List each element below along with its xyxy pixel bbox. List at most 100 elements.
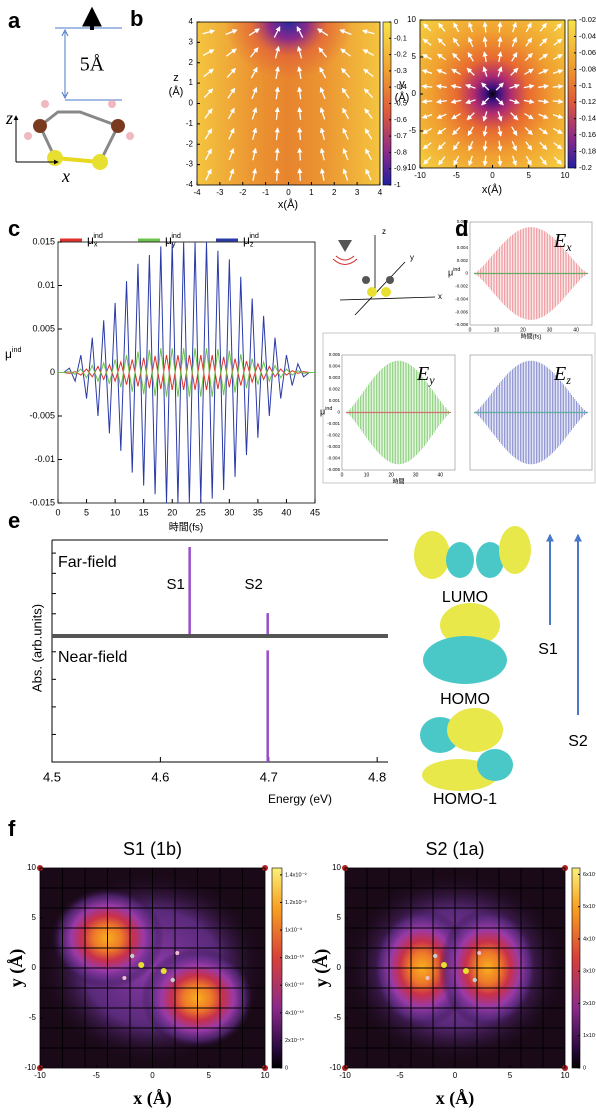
field-arrow (202, 49, 215, 56)
field-arrow (436, 69, 447, 75)
colorbar-tick-label: -0.14 (579, 114, 596, 123)
field-arrow (228, 168, 235, 181)
colorbar-tick-label: 1.4x10⁻⁹ (285, 871, 307, 878)
y-tick-label: 0 (337, 963, 342, 972)
lobe (499, 526, 531, 574)
atom (472, 977, 477, 983)
carbon (33, 119, 47, 133)
field-arrow (482, 36, 488, 48)
y-tick-label: 0 (412, 89, 417, 98)
atom (130, 953, 135, 959)
field-arrow (450, 98, 462, 105)
field-arrow (227, 87, 236, 99)
colorbar-tick-label: -0.2 (579, 163, 592, 172)
colorbar-tick-label: 1x10⁻⁹ (285, 927, 302, 934)
field-arrow (450, 83, 462, 90)
atom (463, 968, 469, 974)
field-arrow (466, 67, 475, 76)
y-axis-label: μind (320, 406, 332, 417)
colorbar-tick-label: -0.4 (394, 82, 407, 91)
x-tick-label: 10 (261, 1071, 270, 1080)
field-arrow (297, 127, 303, 141)
colorbar-tick-label: -0.18 (579, 147, 596, 156)
field-arrow (319, 107, 326, 120)
colorbar-tick-label: 0 (583, 1065, 586, 1071)
panel-title: Near-field (58, 649, 127, 666)
base: μ (448, 268, 453, 278)
superscript: ind (12, 345, 22, 354)
subscript: x (94, 240, 98, 249)
field-arrow (226, 67, 236, 78)
orbital-label: HOMO (440, 691, 490, 708)
field-arrow (553, 156, 562, 165)
field-arrow (437, 38, 446, 47)
sulfur (47, 150, 63, 166)
field-arrow (452, 52, 461, 61)
atom (381, 287, 391, 297)
legend-label: μxind (87, 231, 103, 248)
x-tick-label: 1 (309, 188, 314, 197)
map-title: S2 (1a) (425, 839, 484, 859)
field-arrow (539, 156, 547, 166)
legend-label: μzind (243, 231, 259, 248)
colorbar-tick-label: 0 (394, 17, 398, 26)
field-arrow (468, 21, 474, 33)
y-tick-label: -2 (186, 139, 194, 148)
y-tick-label: -10 (329, 1063, 341, 1072)
panel-title: Ex (553, 230, 572, 254)
y-tick-label: 0.004 (457, 245, 469, 250)
field-arrow (511, 126, 518, 137)
hydrogen (126, 132, 134, 140)
x-tick-label: -5 (93, 1071, 101, 1080)
field-arrow (319, 147, 325, 161)
field-arrow (274, 86, 280, 100)
x-axis-label: Energy (eV) (268, 792, 332, 806)
field-arrow (452, 37, 460, 47)
atom (160, 968, 167, 974)
x-tick-label: 0 (55, 507, 60, 517)
field-arrow (438, 156, 446, 166)
field-arrow (451, 68, 461, 75)
y-tick-label: 0 (465, 271, 468, 276)
field-arrow (274, 45, 281, 59)
field-arrow (422, 142, 432, 150)
x-tick-label: 4.5 (43, 769, 61, 784)
atom (367, 287, 377, 297)
field-arrow (202, 29, 216, 35)
field-arrow (227, 107, 235, 120)
colorbar-tick-label: -0.08 (579, 64, 596, 73)
colorbar-tick-label: -0.7 (394, 131, 407, 140)
field-arrow (495, 97, 504, 106)
y-tick-label: -5 (409, 126, 417, 135)
colorbar-tick-label: 0 (285, 1065, 288, 1071)
x-tick-label: -4 (193, 188, 201, 197)
y-tick-label: -0.01 (34, 454, 55, 464)
hydrogen (41, 100, 49, 108)
y-tick-label: 0.002 (329, 387, 341, 392)
field-arrow (204, 108, 213, 119)
field-arrow (297, 66, 303, 79)
orbital-label: HOMO-1 (433, 791, 497, 808)
y-tick-label: 10 (407, 15, 416, 24)
colorbar-tick-label: -0.06 (579, 48, 596, 57)
tip (338, 240, 352, 252)
panel-title: Far-field (58, 554, 117, 571)
field-arrow (552, 69, 564, 75)
field-arrow (250, 66, 258, 79)
y-tick-label: -0.004 (455, 296, 468, 301)
colorbar-tick-label: 2x10⁻¹⁰ (583, 1000, 596, 1007)
legend-label: μyind (165, 231, 181, 248)
field-arrow (341, 67, 351, 78)
superscript: ind (453, 267, 460, 273)
x-tick-label: 0 (341, 472, 344, 478)
transition-label: S2 (568, 733, 588, 750)
x-axis-label: 時間 (392, 478, 404, 486)
colorbar-tick-label: -0.9 (394, 164, 407, 173)
field-arrow (511, 51, 518, 62)
field-arrow (538, 127, 549, 135)
atom (386, 276, 394, 284)
x-tick-label: 25 (196, 507, 206, 517)
base: E (553, 230, 566, 252)
y-tick-label: -3 (186, 160, 194, 169)
field-arrow (468, 36, 474, 48)
